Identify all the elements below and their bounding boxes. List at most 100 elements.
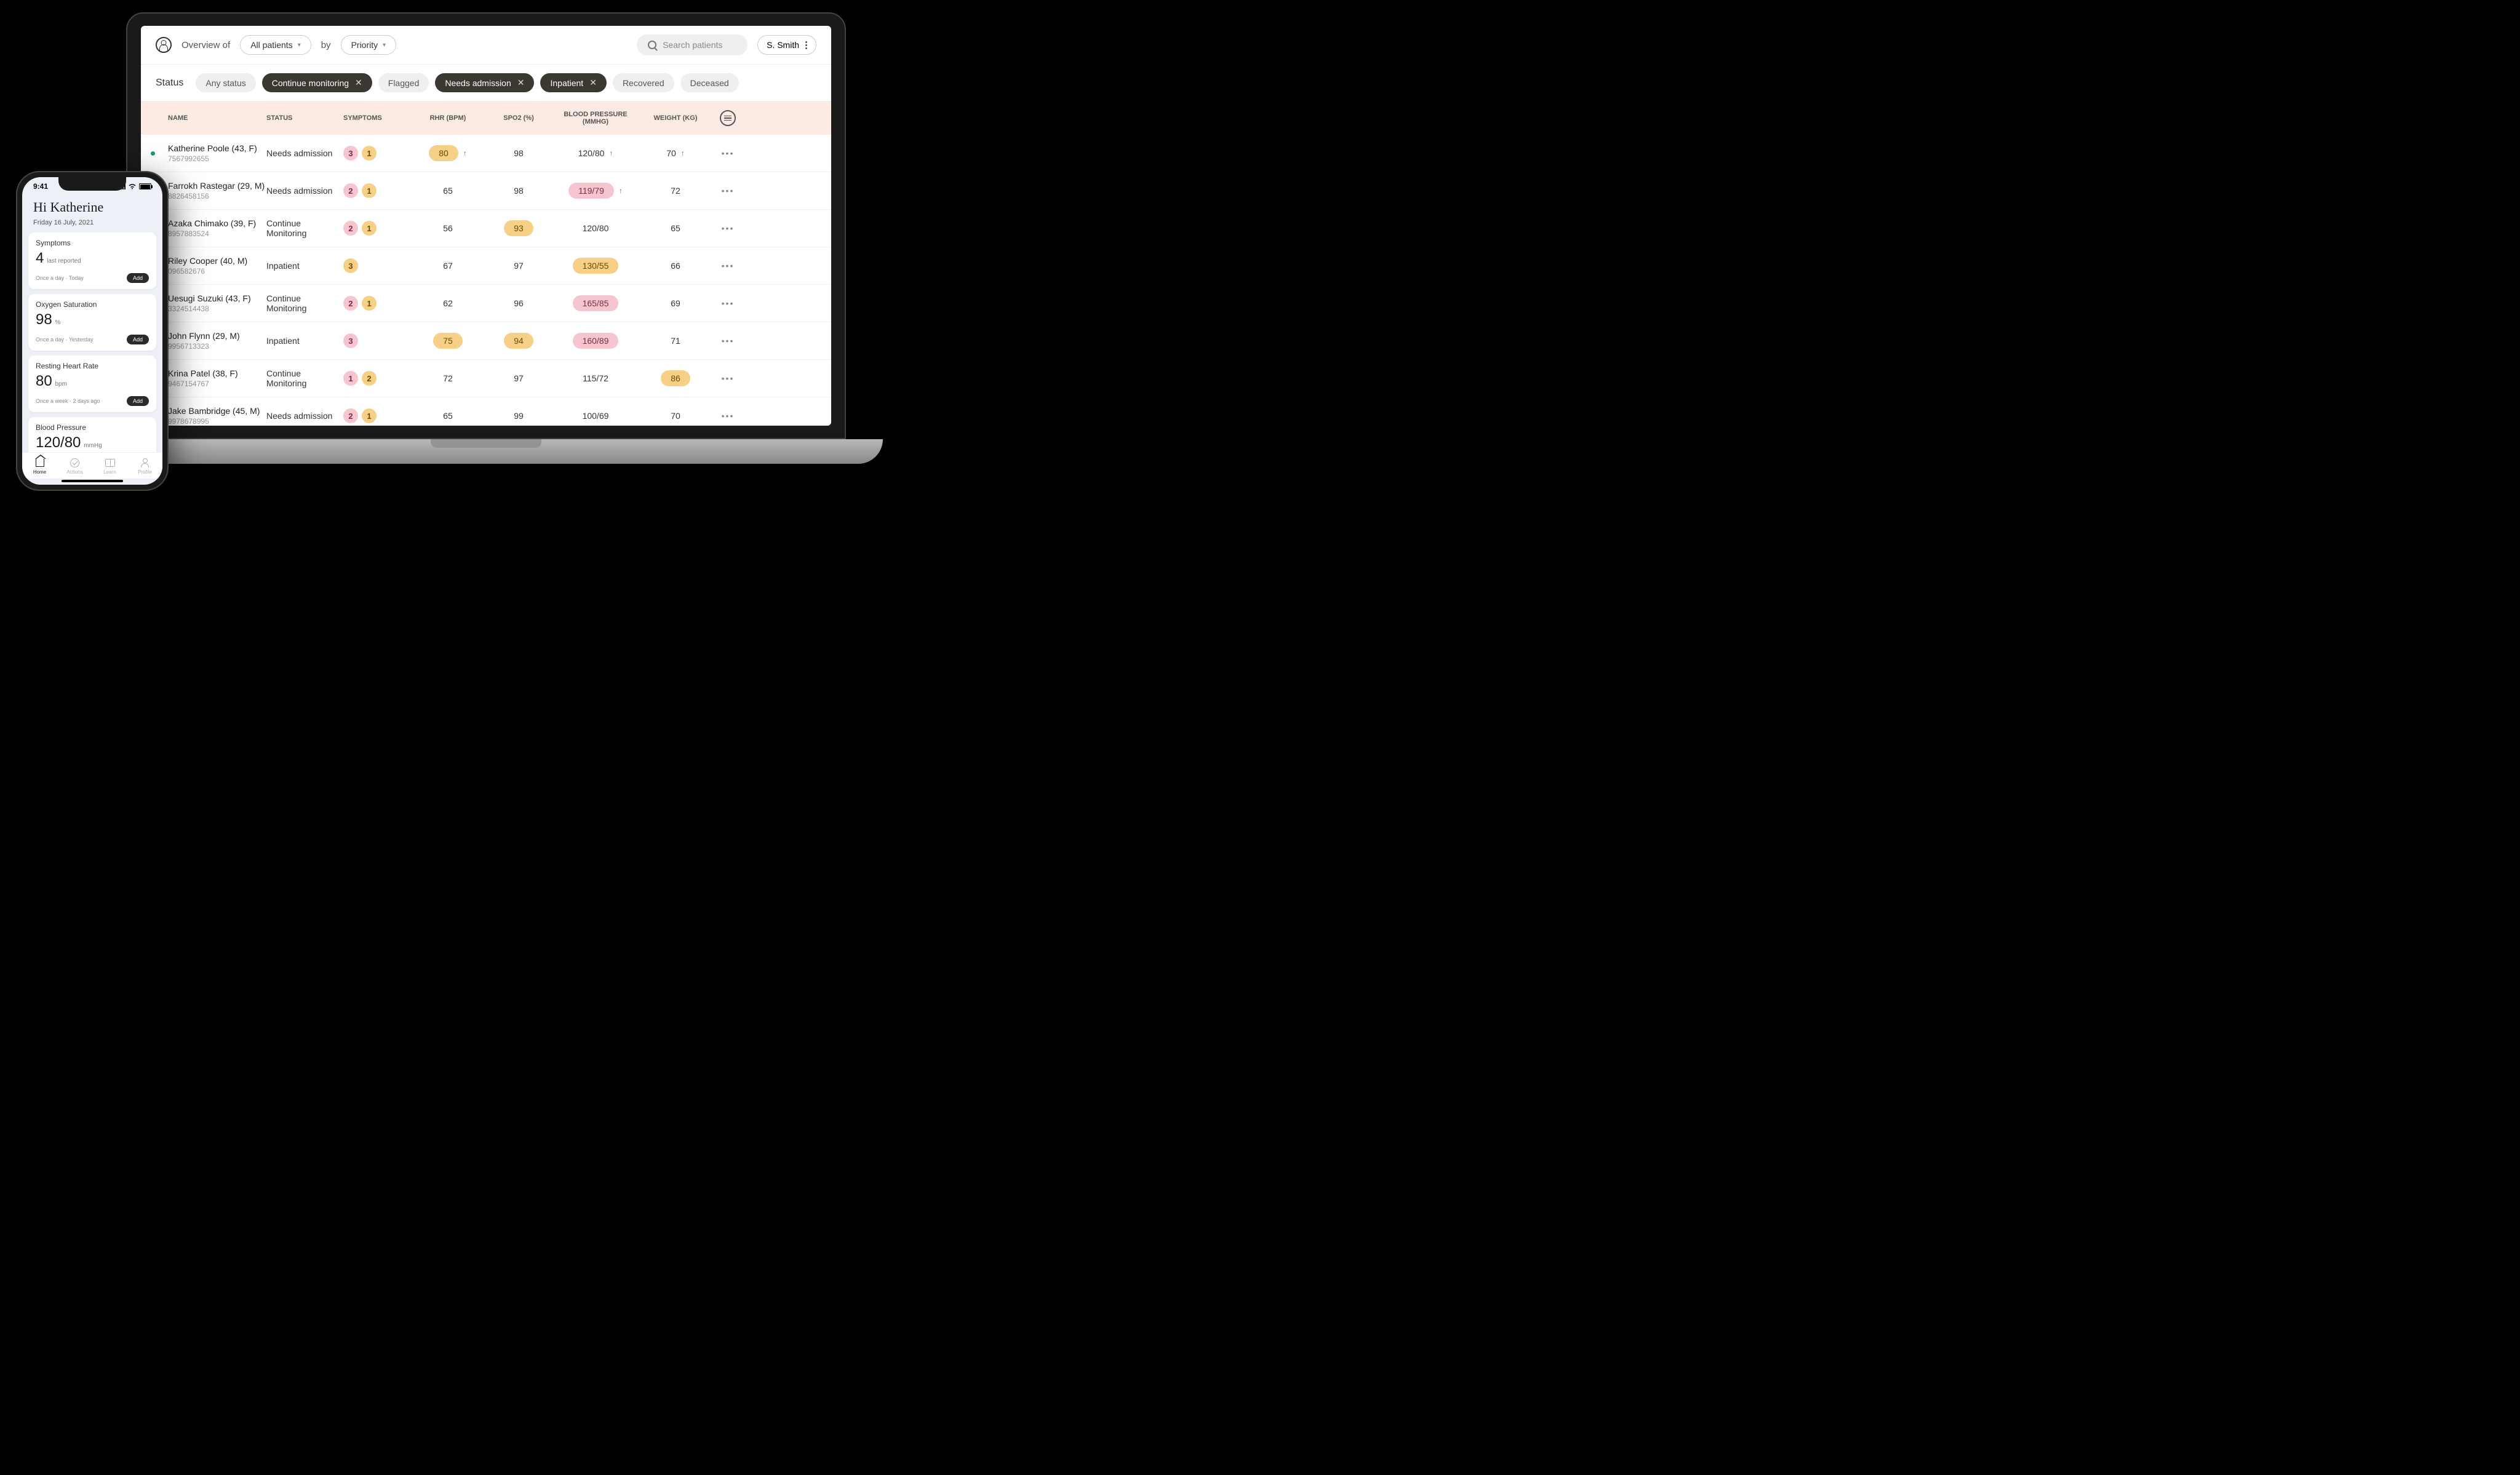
table-row[interactable]: Katherine Poole (43, F) 7567992655 Needs… bbox=[141, 135, 831, 172]
value-cell: 160/89 bbox=[552, 333, 639, 349]
close-icon[interactable]: ✕ bbox=[589, 78, 597, 88]
chip-label: Recovered bbox=[623, 78, 664, 88]
card-title: Symptoms bbox=[36, 239, 149, 247]
metric-card[interactable]: Resting Heart Rate 80 bpm Once a week · … bbox=[28, 356, 156, 412]
card-frequency: Once a week · 2 days ago bbox=[36, 398, 100, 404]
value-text: 96 bbox=[514, 298, 524, 308]
table-row[interactable]: Azaka Chimako (39, F) 8957883524 Continu… bbox=[141, 210, 831, 247]
symptom-badge-pink: 3 bbox=[343, 146, 358, 161]
value-cell: 67 bbox=[411, 261, 485, 271]
row-menu-button[interactable]: ••• bbox=[712, 186, 743, 196]
status-chip[interactable]: Needs admission✕ bbox=[435, 73, 534, 92]
row-menu-button[interactable]: ••• bbox=[712, 298, 743, 308]
status-chip[interactable]: Continue monitoring✕ bbox=[262, 73, 372, 92]
card-footer: Once a day · Today Add bbox=[36, 273, 149, 283]
name-cell: Farrokh Rastegar (29, M) 8826458156 bbox=[168, 181, 266, 201]
table-row[interactable]: Riley Cooper (40, M) 096582676 Inpatient… bbox=[141, 247, 831, 285]
patient-id: 9956713323 bbox=[168, 342, 266, 351]
nav-item-home[interactable]: Home bbox=[22, 458, 57, 475]
col-weight: WEIGHT (KG) bbox=[639, 114, 712, 122]
col-rhr: RHR (BPM) bbox=[411, 114, 485, 122]
status-chip[interactable]: Deceased bbox=[680, 73, 739, 92]
value-cell: 115/72 bbox=[552, 373, 639, 383]
sort-filter-label: Priority bbox=[351, 40, 378, 50]
symptoms-cell: 2 1 bbox=[343, 183, 411, 198]
col-symptoms: SYMPTOMS bbox=[343, 114, 411, 122]
col-name: NAME bbox=[168, 114, 266, 122]
symptom-badge-pink: 2 bbox=[343, 408, 358, 423]
laptop-base bbox=[89, 439, 883, 464]
symptoms-cell: 2 1 bbox=[343, 221, 411, 236]
row-menu-button[interactable]: ••• bbox=[712, 411, 743, 421]
value-cell: 98 bbox=[485, 186, 552, 196]
nav-item-learn[interactable]: Learn bbox=[92, 458, 127, 475]
symptom-badge-amber: 1 bbox=[362, 146, 377, 161]
value-cell: 56 bbox=[411, 223, 485, 233]
symptom-badge-amber: 1 bbox=[362, 221, 377, 236]
name-cell: Jake Bambridge (45, M) 9978678995 bbox=[168, 406, 266, 426]
value-cell: 65 bbox=[639, 223, 712, 233]
value-pill: 165/85 bbox=[573, 295, 619, 311]
row-menu-button[interactable]: ••• bbox=[712, 223, 743, 233]
name-cell: Katherine Poole (43, F) 7567992655 bbox=[168, 143, 266, 163]
value-cell: 119/79↑ bbox=[552, 183, 639, 199]
name-cell: John Flynn (29, M) 9956713323 bbox=[168, 331, 266, 351]
value-cell: 120/80↑ bbox=[552, 148, 639, 158]
symptom-badge-pink: 1 bbox=[343, 371, 358, 386]
value-cell: 130/55 bbox=[552, 258, 639, 274]
sort-filter-dropdown[interactable]: Priority ▾ bbox=[341, 35, 397, 55]
nav-item-profile[interactable]: Profile bbox=[127, 458, 162, 475]
value-pill: 119/79 bbox=[568, 183, 614, 199]
patients-filter-dropdown[interactable]: All patients ▾ bbox=[240, 35, 311, 55]
desktop-app: Overview of All patients ▾ by Priority ▾… bbox=[141, 26, 831, 426]
table-header: NAME STATUS SYMPTOMS RHR (BPM) SPO2 (%) … bbox=[141, 101, 831, 135]
add-button[interactable]: Add bbox=[127, 335, 149, 344]
close-icon[interactable]: ✕ bbox=[517, 78, 525, 88]
chevron-down-icon: ▾ bbox=[298, 42, 301, 49]
value-cell: 96 bbox=[485, 298, 552, 308]
col-spo2: SPO2 (%) bbox=[485, 114, 552, 122]
value-cell: 93 bbox=[485, 220, 552, 236]
row-menu-button[interactable]: ••• bbox=[712, 373, 743, 383]
add-button[interactable]: Add bbox=[127, 273, 149, 283]
table-row[interactable]: Uesugi Suzuki (43, F) 3324514438 Continu… bbox=[141, 285, 831, 322]
value-text: 97 bbox=[514, 261, 524, 271]
status-cell: Continue Monitoring bbox=[266, 293, 343, 313]
metric-card[interactable]: Oxygen Saturation 98 % Once a day · Yest… bbox=[28, 294, 156, 351]
columns-settings-button[interactable] bbox=[720, 110, 736, 126]
value-pill: 160/89 bbox=[573, 333, 619, 349]
metric-card[interactable]: Symptoms 4 last reported Once a day · To… bbox=[28, 233, 156, 289]
status-cell: Inpatient bbox=[266, 261, 343, 271]
nav-item-actions[interactable]: Actions bbox=[57, 458, 92, 475]
close-icon[interactable]: ✕ bbox=[355, 78, 362, 88]
value-cell: 86 bbox=[639, 370, 712, 386]
value-text: 97 bbox=[514, 373, 524, 383]
status-chip[interactable]: Inpatient✕ bbox=[540, 73, 606, 92]
row-menu-button[interactable]: ••• bbox=[712, 336, 743, 346]
value-cell: 98 bbox=[485, 148, 552, 158]
search-input[interactable]: Search patients bbox=[637, 34, 748, 55]
value-text: 71 bbox=[671, 336, 680, 346]
add-button[interactable]: Add bbox=[127, 396, 149, 406]
status-chip[interactable]: Any status bbox=[196, 73, 255, 92]
table-row[interactable]: Krina Patel (38, F) 9467154767 Continue … bbox=[141, 360, 831, 397]
value-text: 67 bbox=[443, 261, 453, 271]
nav-label: Profile bbox=[138, 469, 152, 475]
card-unit: mmHg bbox=[82, 442, 102, 449]
table-row[interactable]: Farrokh Rastegar (29, M) 8826458156 Need… bbox=[141, 172, 831, 210]
metric-card[interactable]: Blood Pressure 120/80 mmHg bbox=[28, 417, 156, 452]
value-text: 65 bbox=[443, 186, 453, 196]
row-menu-button[interactable]: ••• bbox=[712, 148, 743, 158]
status-chip[interactable]: Flagged bbox=[378, 73, 429, 92]
card-title: Resting Heart Rate bbox=[36, 362, 149, 370]
row-menu-button[interactable]: ••• bbox=[712, 261, 743, 271]
user-menu[interactable]: S. Smith bbox=[757, 35, 816, 55]
symptoms-cell: 1 2 bbox=[343, 371, 411, 386]
status-chip[interactable]: Recovered bbox=[613, 73, 674, 92]
indicator-dot bbox=[151, 151, 155, 156]
patients-filter-label: All patients bbox=[250, 40, 292, 50]
symptoms-cell: 2 1 bbox=[343, 296, 411, 311]
table-row[interactable]: Jake Bambridge (45, M) 9978678995 Needs … bbox=[141, 397, 831, 426]
table-row[interactable]: John Flynn (29, M) 9956713323 Inpatient … bbox=[141, 322, 831, 360]
battery-icon bbox=[139, 183, 151, 189]
